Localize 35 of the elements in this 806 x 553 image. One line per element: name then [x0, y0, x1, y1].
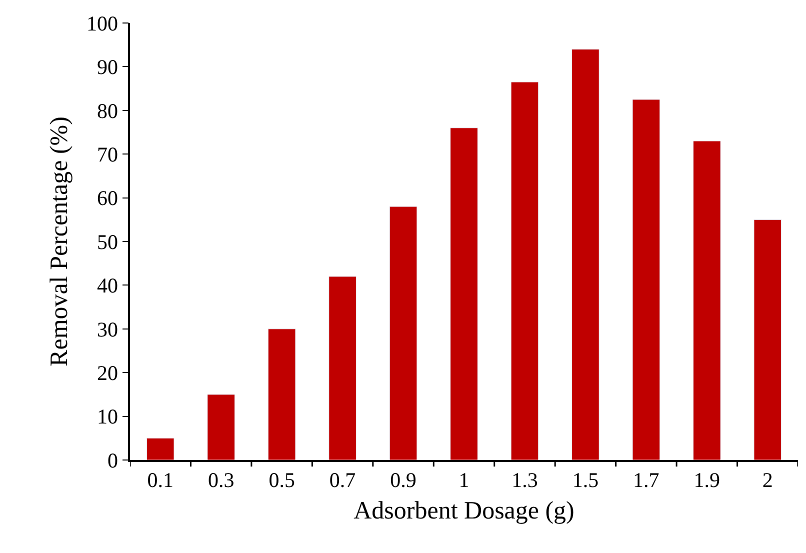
bar	[146, 438, 174, 460]
x-tick-label: 0.3	[208, 468, 234, 492]
x-tick-label: 1.5	[572, 468, 599, 492]
bar	[450, 128, 478, 460]
bar	[268, 328, 296, 460]
x-tick-label: 2	[762, 468, 773, 492]
bar	[389, 206, 418, 460]
y-axis-title: Removal Percentage (%)	[46, 116, 73, 366]
y-tick-label: 0	[108, 448, 118, 472]
y-tick-label: 50	[97, 230, 118, 254]
x-tick-label: 0.1	[147, 468, 174, 492]
y-tick-label: 90	[97, 55, 118, 80]
y-tick-label: 10	[97, 404, 118, 429]
y-tick-label: 40	[97, 274, 118, 298]
y-tick-label: 100	[86, 11, 118, 36]
bar	[572, 48, 600, 460]
x-tick-label: 1.9	[694, 468, 720, 492]
bar	[754, 219, 782, 460]
y-tick-label: 70	[97, 142, 118, 166]
y-tick-label: 80	[97, 98, 118, 123]
bar	[207, 394, 235, 460]
x-tick-label: 1.3	[512, 468, 538, 492]
y-tick-label: 30	[97, 317, 118, 342]
x-tick-label: 0.7	[329, 468, 356, 492]
x-tick-label: 0.5	[268, 468, 295, 492]
x-tick-label: 1.7	[633, 468, 660, 492]
x-tick-label: 0.9	[390, 468, 416, 492]
x-axis-title: Adsorbent Dosage (g)	[354, 497, 574, 524]
y-tick-label: 20	[97, 360, 118, 385]
bar	[693, 140, 721, 460]
bar	[328, 276, 356, 460]
x-tick-label: 1	[458, 468, 470, 492]
bar	[510, 82, 539, 460]
bar	[632, 99, 660, 460]
y-tick-label: 60	[97, 186, 118, 210]
